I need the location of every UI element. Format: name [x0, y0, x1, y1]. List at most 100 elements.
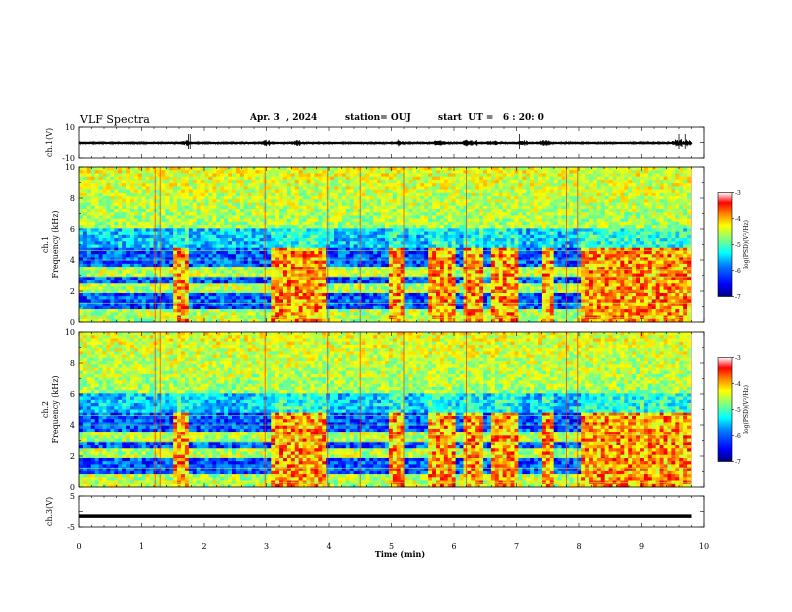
ch1-spectrogram-cell — [400, 202, 405, 207]
ch1-spectrogram-cell — [322, 267, 327, 271]
ch1-spectrogram-cell — [298, 292, 303, 297]
ch1-spectrogram-cell — [326, 167, 331, 171]
ch1-spectrogram-cell — [396, 289, 401, 294]
ch1-spectrogram-cell — [428, 244, 433, 249]
ch1-spectrogram-cell — [330, 280, 335, 284]
ch1-spectrogram-cell — [110, 238, 115, 242]
ch1-spectrogram-cell — [286, 250, 292, 255]
ch1-spectrogram-cell — [216, 189, 221, 194]
ch1-spectrogram-cell — [443, 286, 449, 291]
ch1-spectrogram-cell — [388, 183, 394, 187]
ch1-spectrogram-cell — [204, 302, 209, 307]
ch1-spectrogram-cell — [322, 179, 327, 184]
ch1-spectrogram-cell — [267, 183, 272, 187]
ch1-spectrogram-cell — [149, 254, 154, 258]
ch1-spectrogram-cell — [126, 183, 131, 187]
ch1-spectrogram-cell — [369, 228, 374, 232]
ch1-spectrogram-cell — [118, 244, 123, 249]
ch1-spectrogram-cell — [169, 208, 174, 213]
ch1-spectrogram-cell — [345, 318, 350, 323]
ch1-spectrogram-cell — [161, 238, 166, 242]
ch1-spectrogram-cell — [259, 215, 264, 219]
ch1-spectrogram-cell — [114, 270, 119, 274]
ch1-spectrogram-cell — [428, 225, 433, 229]
ch1-spectrogram-cell — [455, 183, 460, 187]
ch1-spectrogram-cell — [455, 186, 460, 190]
ch1-spectrogram-cell — [290, 312, 296, 316]
ch1-spectrogram-cell — [181, 176, 186, 181]
ch1-spectrogram-cell — [200, 176, 205, 181]
ch1-spectrogram-cell — [283, 283, 288, 287]
ch1-spectrogram-cell — [314, 280, 319, 284]
ch1-spectrogram-cell — [416, 267, 421, 271]
ch1-spectrogram-cell — [126, 286, 131, 291]
ch1-spectrogram-cell — [353, 167, 358, 171]
ch1-spectrogram-cell — [396, 280, 401, 284]
ch1-spectrogram-cell — [353, 225, 358, 229]
ch1-spectrogram-cell — [428, 231, 433, 236]
ch1-spectrogram-cell — [404, 286, 409, 291]
ch1-spectrogram-cell — [283, 199, 288, 203]
ch1-spectrogram-cell — [330, 296, 335, 300]
ch1-spectrogram-cell — [443, 176, 449, 181]
ch1-spectrogram-cell — [424, 280, 429, 284]
ch1-spectrogram-cell — [173, 196, 178, 200]
ch1-spectrogram-cell — [181, 312, 186, 316]
ch1-spectrogram-cell — [220, 273, 225, 278]
ch1-spectrogram-cell — [349, 189, 354, 194]
ch1-spectrogram-cell — [259, 263, 264, 268]
ch1-spectrogram-cell — [251, 267, 256, 271]
ch1-spectrogram-cell — [130, 183, 135, 187]
ch1-spectrogram-cell — [149, 283, 154, 287]
ch1-spectrogram-cell — [259, 276, 264, 281]
ch1-spectrogram-cell — [369, 238, 374, 242]
ch1-spectrogram-cell — [404, 186, 409, 190]
ch1-spectrogram-cell — [294, 247, 299, 252]
ch1-spectrogram-cell — [216, 215, 221, 219]
ch1-spectrogram-cell — [306, 225, 311, 229]
ch1-spectrogram-cell — [196, 173, 201, 177]
ch1-spectrogram-cell — [451, 250, 456, 255]
ch1-spectrogram-cell — [79, 276, 84, 281]
ch1-spectrogram-cell — [94, 260, 99, 265]
ch1-spectrogram-cell — [475, 273, 480, 278]
ch1-spectrogram-cell — [177, 280, 182, 284]
ch1-spectrogram-cell — [235, 212, 241, 216]
ch1-spectrogram-cell — [173, 280, 178, 284]
ch1-spectrogram-cell — [459, 186, 464, 190]
ch1-spectrogram-cell — [479, 199, 484, 203]
ch1-spectrogram-cell — [82, 257, 88, 261]
ch1-spectrogram-cell — [424, 208, 429, 213]
ch1-spectrogram-cell — [255, 234, 260, 239]
ch1-spectrogram-cell — [82, 173, 88, 177]
ch1-spectrogram-cell — [235, 186, 241, 190]
ch1-spectrogram-cell — [467, 179, 472, 184]
ch1-spectrogram-cell — [275, 283, 280, 287]
ch1-spectrogram-cell — [483, 228, 488, 232]
ch1-spectrogram-cell — [212, 289, 217, 294]
ch1-spectrogram-cell — [479, 189, 484, 194]
ch1-spectrogram-cell — [220, 302, 225, 307]
ch1-spectrogram-cell — [200, 267, 205, 271]
ch1-spectrogram-cell — [455, 312, 460, 316]
ch1-spectrogram-cell — [228, 241, 233, 245]
ch1-spectrogram-cell — [428, 196, 433, 200]
ch1-spectrogram-cell — [173, 318, 178, 323]
ch1-spectrogram-cell — [188, 189, 194, 194]
ch1-spectrogram-cell — [322, 276, 327, 281]
ch1-spectrogram-cell — [192, 286, 197, 291]
ch1-spectrogram-cell — [353, 309, 358, 313]
ch1-spectrogram-cell — [353, 196, 358, 200]
ch1-spectrogram-cell — [306, 212, 311, 216]
ch1-spectrogram-cell — [436, 238, 441, 242]
ch1-spectrogram-cell — [267, 170, 272, 174]
ch1-spectrogram-cell — [436, 212, 441, 216]
ch1-spectrogram-cell — [208, 225, 213, 229]
ch1-spectrogram-cell — [259, 292, 264, 297]
ch1-spectrogram-cell — [451, 215, 456, 219]
ch1-spectrogram-cell — [275, 254, 280, 258]
ch1-spectrogram-cell — [471, 176, 476, 181]
ch1-spectrogram-cell — [428, 292, 433, 297]
ch1-spectrogram-cell — [345, 234, 350, 239]
ch1-spectrogram-cell — [283, 299, 288, 303]
